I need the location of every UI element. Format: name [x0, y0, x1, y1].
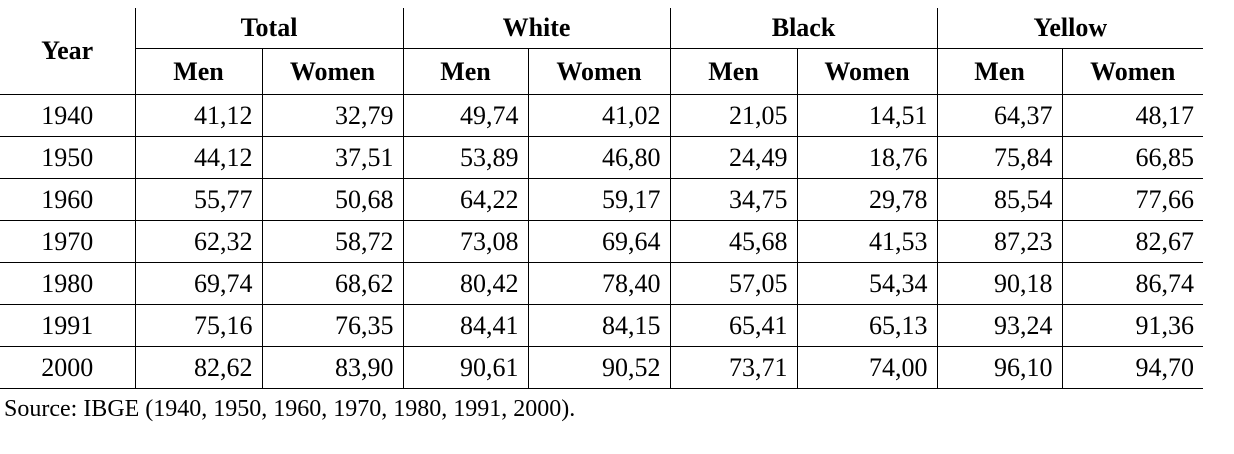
- group-header: Black: [669, 8, 938, 49]
- value-cell: 58,72: [261, 220, 403, 263]
- value-cell: 83,90: [261, 346, 403, 389]
- value-cell: 64,22: [402, 178, 528, 221]
- value-cell: 82,62: [134, 346, 262, 389]
- group-header: Total: [134, 8, 403, 49]
- value-cell: 96,10: [936, 346, 1063, 389]
- year-cell: 1991: [0, 304, 135, 347]
- value-cell: 57,05: [669, 262, 798, 305]
- value-cell: 90,52: [527, 346, 671, 389]
- value-cell: 80,42: [402, 262, 528, 305]
- value-cell: 86,74: [1061, 262, 1204, 305]
- column-header: Women: [796, 48, 938, 95]
- value-cell: 84,15: [527, 304, 671, 347]
- column-header: Men: [134, 48, 262, 95]
- value-cell: 49,74: [402, 94, 528, 137]
- year-header: Year: [0, 8, 135, 95]
- value-cell: 37,51: [261, 136, 403, 179]
- year-cell: 2000: [0, 346, 135, 389]
- value-cell: 65,41: [669, 304, 798, 347]
- value-cell: 64,37: [936, 94, 1063, 137]
- value-cell: 44,12: [134, 136, 262, 179]
- value-cell: 41,53: [796, 220, 938, 263]
- value-cell: 73,71: [669, 346, 798, 389]
- value-cell: 73,08: [402, 220, 528, 263]
- year-cell: 1980: [0, 262, 135, 305]
- value-cell: 69,74: [134, 262, 262, 305]
- value-cell: 90,61: [402, 346, 528, 389]
- data-row: 1991 75,16 76,35 84,41 84,15 65,41 65,13 93,24 9…: [0, 304, 1204, 347]
- group-header: Yellow: [936, 8, 1204, 49]
- value-cell: 94,70: [1061, 346, 1204, 389]
- value-cell: 41,02: [527, 94, 671, 137]
- value-cell: 76,35: [261, 304, 403, 347]
- value-cell: 29,78: [796, 178, 938, 221]
- value-cell: 68,62: [261, 262, 403, 305]
- header-row: Men Women Men Women Men Women Men Women: [0, 48, 1204, 95]
- year-cell: 1960: [0, 178, 135, 221]
- value-cell: 78,40: [527, 262, 671, 305]
- data-row: 1970 62,32 58,72 73,08 69,64 45,68 41,53 87,23 8…: [0, 220, 1204, 263]
- value-cell: 91,36: [1061, 304, 1204, 347]
- value-cell: 48,17: [1061, 94, 1204, 137]
- value-cell: 75,84: [936, 136, 1063, 179]
- value-cell: 69,64: [527, 220, 671, 263]
- column-header: Women: [261, 48, 403, 95]
- data-row: 2000 82,62 83,90 90,61 90,52 73,71 74,00 96,10 9…: [0, 346, 1204, 389]
- data-row: 1980 69,74 68,62 80,42 78,40 57,05 54,34 90,18 8…: [0, 262, 1204, 305]
- year-cell: 1940: [0, 94, 135, 137]
- value-cell: 50,68: [261, 178, 403, 221]
- data-table: Year Total White Black Yellow Men Women Men Wome…: [0, 8, 1204, 389]
- value-cell: 24,49: [669, 136, 798, 179]
- column-header: Men: [402, 48, 528, 95]
- value-cell: 53,89: [402, 136, 528, 179]
- year-cell: 1970: [0, 220, 135, 263]
- value-cell: 46,80: [527, 136, 671, 179]
- column-header: Women: [527, 48, 671, 95]
- column-header: Men: [669, 48, 798, 95]
- group-header: White: [402, 8, 671, 49]
- value-cell: 45,68: [669, 220, 798, 263]
- data-row: 1940 41,12 32,79 49,74 41,02 21,05 14,51 64,37 4…: [0, 94, 1204, 137]
- value-cell: 85,54: [936, 178, 1063, 221]
- column-header: Men: [936, 48, 1063, 95]
- value-cell: 82,67: [1061, 220, 1204, 263]
- column-header: Women: [1061, 48, 1204, 95]
- value-cell: 87,23: [936, 220, 1063, 263]
- value-cell: 74,00: [796, 346, 938, 389]
- value-cell: 18,76: [796, 136, 938, 179]
- value-cell: 66,85: [1061, 136, 1204, 179]
- value-cell: 21,05: [669, 94, 798, 137]
- header-row: Year Total White Black Yellow: [0, 8, 1204, 95]
- value-cell: 55,77: [134, 178, 262, 221]
- value-cell: 77,66: [1061, 178, 1204, 221]
- data-row: 1960 55,77 50,68 64,22 59,17 34,75 29,78 85,54 7…: [0, 178, 1204, 221]
- value-cell: 59,17: [527, 178, 671, 221]
- data-row: 1950 44,12 37,51 53,89 46,80 24,49 18,76 75,84 6…: [0, 136, 1204, 179]
- year-cell: 1950: [0, 136, 135, 179]
- value-cell: 14,51: [796, 94, 938, 137]
- value-cell: 54,34: [796, 262, 938, 305]
- value-cell: 93,24: [936, 304, 1063, 347]
- value-cell: 75,16: [134, 304, 262, 347]
- value-cell: 32,79: [261, 94, 403, 137]
- source-note: Source: IBGE (1940, 1950, 1960, 1970, 19…: [4, 396, 576, 422]
- value-cell: 34,75: [669, 178, 798, 221]
- value-cell: 65,13: [796, 304, 938, 347]
- value-cell: 84,41: [402, 304, 528, 347]
- value-cell: 62,32: [134, 220, 262, 263]
- value-cell: 90,18: [936, 262, 1063, 305]
- value-cell: 41,12: [134, 94, 262, 137]
